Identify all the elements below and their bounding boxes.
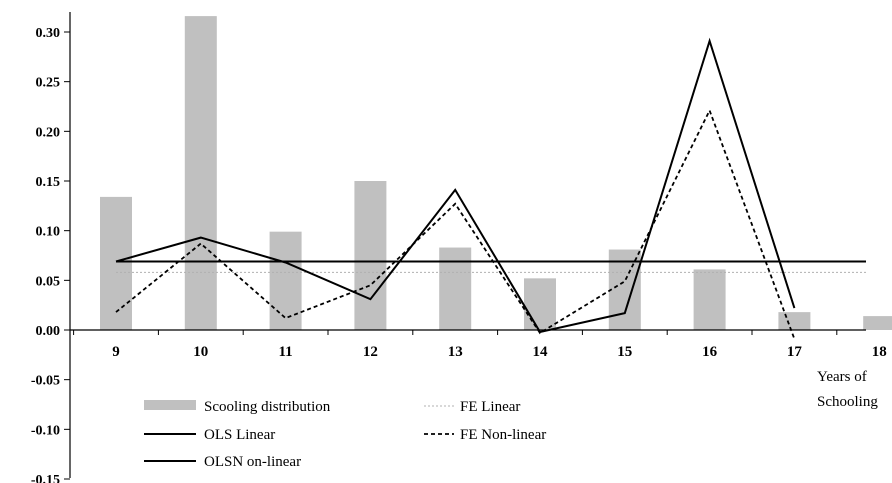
x-axis-title-line-1: Years of: [817, 369, 867, 385]
y-tick-label: -0.15: [31, 473, 60, 483]
x-tick-label: 16: [702, 344, 718, 360]
bar: [863, 316, 892, 330]
legend-label: FE Non-linear: [460, 427, 546, 443]
x-axis-title: Years of Schooling: [817, 369, 878, 410]
bar: [184, 16, 217, 331]
bar: [524, 278, 556, 330]
x-tick-label: 10: [193, 344, 208, 360]
x-tick-label: 13: [448, 344, 463, 360]
x-tick-label: 17: [787, 344, 803, 360]
y-tick-label: 0.05: [36, 274, 61, 289]
x-tick-label: 11: [279, 344, 293, 360]
series-line: [115, 37, 796, 334]
bar: [354, 181, 387, 330]
legend-item: FE Non-linear: [424, 427, 546, 443]
x-axis-title-line-2: Schooling: [817, 394, 878, 410]
legend-swatch: [144, 400, 196, 410]
bar: [100, 196, 132, 330]
y-tick-label: -0.10: [31, 423, 60, 438]
x-tick-label: 18: [872, 344, 887, 360]
x-tick-label: 12: [363, 344, 378, 360]
x-axis: [70, 329, 866, 335]
legend-label: FE Linear: [460, 399, 520, 415]
y-tick-label: 0.00: [36, 324, 61, 339]
legend-item: Scooling distribution: [144, 399, 331, 415]
y-tick-label: 0.15: [36, 175, 61, 190]
legend-label: OLSN on-linear: [204, 454, 301, 470]
y-tick-label: 0.20: [36, 125, 61, 140]
legend-item: FE Linear: [424, 399, 520, 415]
x-tick-label: 14: [533, 344, 549, 360]
series-lines: [115, 37, 866, 340]
y-tick-label: 0.25: [36, 76, 61, 91]
y-axis: 0.30 0.25 0.20 0.15 0.10 0.05 0.00 -0.05 -0.10 -0…: [31, 12, 71, 483]
x-tick-label: 9: [112, 344, 120, 360]
x-tick-labels: 9 10 11 12 13 14 15 16 17 18: [112, 344, 886, 360]
legend-label: Scooling distribution: [204, 399, 331, 415]
legend-item: OLSN on-linear: [144, 454, 301, 470]
series-line: [115, 108, 796, 340]
y-tick-label: 0.10: [36, 225, 61, 240]
bar: [608, 249, 641, 330]
bars: [100, 16, 892, 331]
bar: [778, 312, 811, 330]
legend-item: OLS Linear: [144, 427, 275, 443]
bar: [693, 269, 726, 330]
y-tick-label: 0.30: [36, 26, 61, 41]
y-tick-label: -0.05: [31, 374, 60, 389]
legend: Scooling distribution FE Linear OLS Linear…: [144, 399, 546, 470]
bar: [439, 247, 472, 330]
x-tick-label: 15: [617, 344, 632, 360]
bar: [269, 231, 302, 330]
legend-label: OLS Linear: [204, 427, 275, 443]
